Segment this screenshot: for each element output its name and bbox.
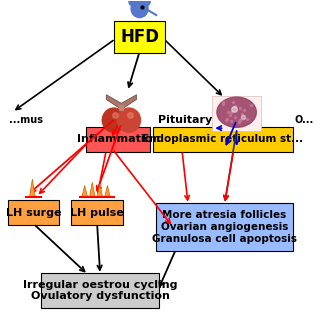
FancyBboxPatch shape [114,21,165,53]
Text: O...: O... [294,115,314,125]
FancyBboxPatch shape [119,105,124,111]
Polygon shape [105,186,110,197]
Circle shape [131,0,148,18]
FancyBboxPatch shape [156,203,293,251]
Text: Endoplasmic reticulum st...: Endoplasmic reticulum st... [142,134,304,144]
Text: LH pulse: LH pulse [70,208,124,218]
Circle shape [102,108,125,132]
Text: Inflammation: Inflammation [77,134,160,144]
Polygon shape [90,182,95,197]
FancyBboxPatch shape [41,273,159,308]
Polygon shape [82,186,87,197]
Polygon shape [30,179,35,197]
FancyBboxPatch shape [8,200,59,225]
Polygon shape [97,184,103,197]
Text: ...mus: ...mus [9,115,43,125]
FancyBboxPatch shape [71,200,123,225]
Polygon shape [106,95,137,108]
Text: Pituitary: Pituitary [158,115,212,125]
Circle shape [117,108,140,132]
Circle shape [129,0,137,6]
FancyBboxPatch shape [212,96,261,131]
Ellipse shape [217,97,256,127]
FancyBboxPatch shape [86,126,150,152]
Text: LH surge: LH surge [6,208,61,218]
Text: Irregular oestrou cycling
Ovulatory dysfunction: Irregular oestrou cycling Ovulatory dysf… [23,280,177,301]
FancyBboxPatch shape [153,126,293,152]
Text: More atresia follicles
Ovarian angiogenesis
Granulosa cell apoptosis: More atresia follicles Ovarian angiogene… [152,210,297,244]
Circle shape [142,0,150,6]
Text: HFD: HFD [120,28,159,46]
